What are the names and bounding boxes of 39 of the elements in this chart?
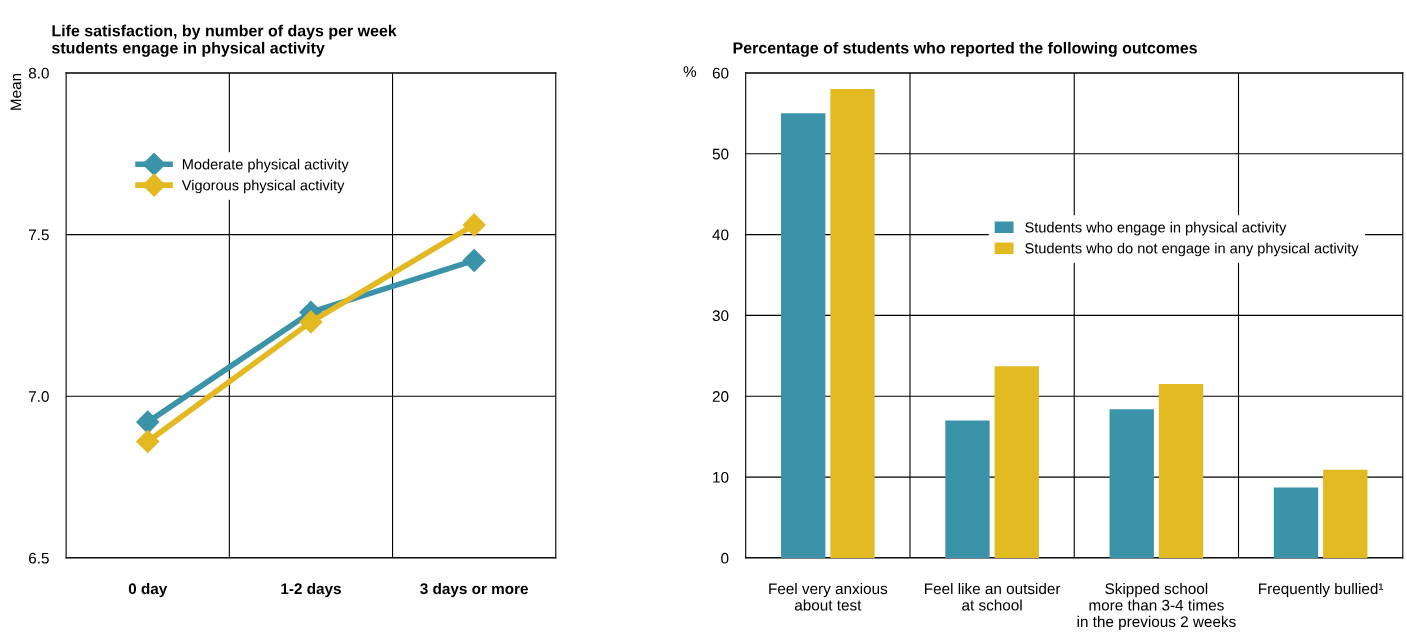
- legend-label: Students who do not engage in any physical activity: [1025, 242, 1359, 257]
- bar: [1158, 384, 1204, 558]
- point: [136, 410, 160, 434]
- bar: [830, 89, 875, 558]
- y-tick-label: 40: [712, 229, 729, 241]
- bar: [1273, 487, 1319, 558]
- bar: [945, 420, 990, 558]
- y-axis-title: Mean: [10, 73, 22, 110]
- x-tick-label: 3 days or more: [420, 582, 528, 598]
- y-tick-label: 7.5: [29, 229, 49, 241]
- y-tick-label: 20: [712, 391, 729, 402]
- chart-title: Percentage of students who reported the following outcomes: [733, 41, 1197, 57]
- bar: [781, 113, 826, 558]
- y-tick-label: 30: [712, 310, 729, 322]
- bar: [994, 366, 1039, 558]
- x-tick-label: Feel like an outsider at school: [925, 582, 1061, 611]
- x-tick-label: Skipped school more than 3-4 times in the previous 2 weeks: [1077, 582, 1236, 631]
- y-tick-label: 60: [712, 67, 729, 79]
- y-axis-title: %: [683, 66, 697, 77]
- y-tick-label: 7.0: [29, 391, 49, 402]
- legend-label: Students who engage in physical activity: [1025, 221, 1287, 236]
- y-tick-label: 0: [721, 552, 729, 564]
- y-tick-label: 50: [712, 148, 729, 160]
- point: [462, 248, 486, 272]
- chart-title: Life satisfaction, by number of days per week students engage in physical activity: [52, 24, 397, 57]
- bar: [1109, 409, 1154, 558]
- legend-label: Moderate physical activity: [182, 158, 349, 173]
- x-tick-label: Feel very anxious about test: [769, 582, 888, 611]
- y-tick-label: 10: [713, 471, 729, 483]
- x-tick-label: Frequently bullied¹: [1259, 582, 1384, 598]
- point: [462, 213, 486, 237]
- x-tick-label: 1-2 days: [281, 582, 341, 598]
- point: [136, 430, 160, 454]
- point: [299, 310, 323, 334]
- bar: [1323, 469, 1368, 558]
- y-tick-label: 6.5: [29, 552, 49, 564]
- y-tick-label: 8.0: [28, 67, 49, 79]
- x-tick-label: 0 day: [128, 582, 168, 598]
- legend-label: Vigorous physical activity: [181, 179, 345, 194]
